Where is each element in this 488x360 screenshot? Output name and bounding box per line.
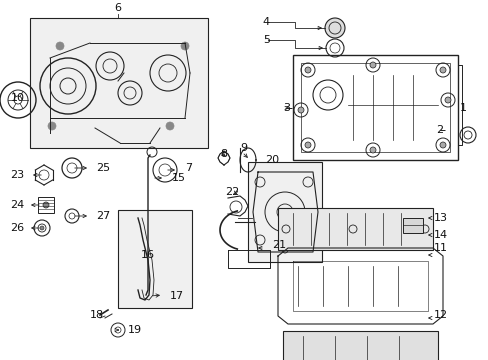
Text: 27: 27 <box>96 211 110 221</box>
Bar <box>292 55 457 160</box>
Circle shape <box>325 18 345 38</box>
Bar <box>38 197 54 213</box>
Text: 15: 15 <box>172 173 185 183</box>
Text: 3: 3 <box>283 103 289 113</box>
Text: 7: 7 <box>184 163 192 173</box>
Text: 8: 8 <box>220 149 227 159</box>
Text: 19: 19 <box>128 325 142 335</box>
Text: 1: 1 <box>459 103 466 113</box>
Circle shape <box>56 42 64 50</box>
Text: 9: 9 <box>240 143 247 153</box>
Text: 2: 2 <box>435 125 442 135</box>
Text: 18: 18 <box>90 310 104 320</box>
Bar <box>30 18 207 148</box>
Circle shape <box>439 142 445 148</box>
Circle shape <box>444 97 450 103</box>
Circle shape <box>439 67 445 73</box>
Circle shape <box>40 226 44 230</box>
Bar <box>283 331 437 360</box>
Text: 6: 6 <box>114 3 121 13</box>
Text: 4: 4 <box>263 17 269 27</box>
Circle shape <box>305 142 310 148</box>
Text: 24: 24 <box>10 200 24 210</box>
Circle shape <box>369 62 375 68</box>
Text: 12: 12 <box>433 310 447 320</box>
Bar <box>278 208 432 250</box>
Text: 25: 25 <box>96 163 110 173</box>
Circle shape <box>48 122 56 130</box>
Text: 17: 17 <box>170 291 184 301</box>
Circle shape <box>43 202 49 208</box>
Text: 14: 14 <box>433 230 447 240</box>
Circle shape <box>165 122 174 130</box>
Circle shape <box>281 238 288 246</box>
Text: 13: 13 <box>433 213 447 223</box>
Text: 23: 23 <box>10 170 24 180</box>
Text: 16: 16 <box>141 250 155 260</box>
Text: 5: 5 <box>263 35 269 45</box>
Bar <box>301 63 449 152</box>
Circle shape <box>305 67 310 73</box>
Circle shape <box>297 107 304 113</box>
Text: 21: 21 <box>271 240 285 250</box>
Bar <box>118 210 192 308</box>
Text: 20: 20 <box>264 155 279 165</box>
Text: 10: 10 <box>11 93 25 103</box>
Bar <box>402 218 422 233</box>
Circle shape <box>369 147 375 153</box>
Text: 22: 22 <box>224 187 239 197</box>
Bar <box>247 162 321 262</box>
Text: 26: 26 <box>10 223 24 233</box>
Circle shape <box>181 42 189 50</box>
Text: 11: 11 <box>433 243 447 253</box>
